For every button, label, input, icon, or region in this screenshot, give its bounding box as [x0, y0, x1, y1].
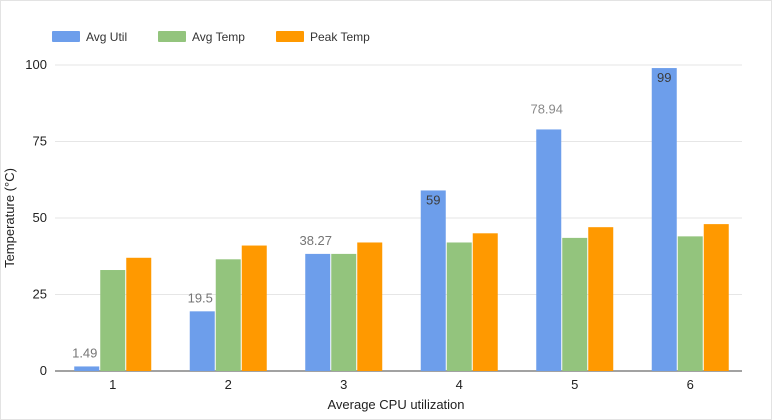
legend-label: Peak Temp [310, 30, 370, 44]
data-labels: 1.49 19.5 38.27 59 78.94 99 [72, 70, 671, 360]
data-label: 99 [657, 70, 671, 85]
legend-swatch [158, 31, 186, 42]
gridlines [55, 64, 742, 372]
bar-avg-temp [331, 253, 357, 371]
x-tick-label: 1 [109, 377, 116, 392]
bar-avg-util [305, 253, 331, 371]
x-tick-label: 5 [571, 377, 578, 392]
bar-avg-util [536, 129, 562, 371]
bar-avg-temp [677, 236, 703, 371]
bar-avg-util [420, 190, 446, 371]
data-label: 1.49 [72, 345, 97, 360]
bar-avg-temp [215, 259, 241, 371]
legend-swatch [276, 31, 304, 42]
bar-avg-temp [562, 237, 588, 371]
legend-label: Avg Temp [192, 30, 245, 44]
bar-avg-temp [100, 270, 126, 371]
tick-labels: 0 25 50 75 100 1 2 3 4 5 6 [25, 57, 694, 392]
legend: Avg Util Avg Temp Peak Temp [52, 30, 370, 44]
y-tick-label: 50 [33, 210, 47, 225]
bar-peak-temp [588, 227, 614, 371]
bar-peak-temp [126, 257, 152, 371]
y-tick-label: 100 [25, 57, 47, 72]
x-tick-label: 4 [456, 377, 463, 392]
data-label: 38.27 [299, 233, 332, 248]
bars [74, 68, 729, 371]
x-tick-label: 3 [340, 377, 347, 392]
y-axis-title: Temperature (°C) [2, 168, 17, 268]
bar-avg-util [189, 311, 215, 371]
bar-avg-temp [446, 242, 472, 371]
legend-swatch [52, 31, 80, 42]
bar-avg-util [74, 366, 100, 371]
y-tick-label: 25 [33, 287, 47, 302]
x-tick-label: 6 [687, 377, 694, 392]
data-label: 19.5 [188, 290, 213, 305]
bar-avg-util [651, 68, 677, 371]
bar-peak-temp [472, 233, 498, 371]
data-label: 78.94 [530, 101, 563, 116]
y-tick-label: 0 [40, 363, 47, 378]
x-tick-label: 2 [225, 377, 232, 392]
bar-peak-temp [703, 224, 729, 371]
legend-label: Avg Util [86, 30, 127, 44]
bar-peak-temp [241, 245, 267, 371]
x-axis-title: Average CPU utilization [327, 397, 464, 412]
bar-peak-temp [357, 242, 383, 371]
data-label: 59 [426, 192, 440, 207]
y-tick-label: 75 [33, 134, 47, 149]
